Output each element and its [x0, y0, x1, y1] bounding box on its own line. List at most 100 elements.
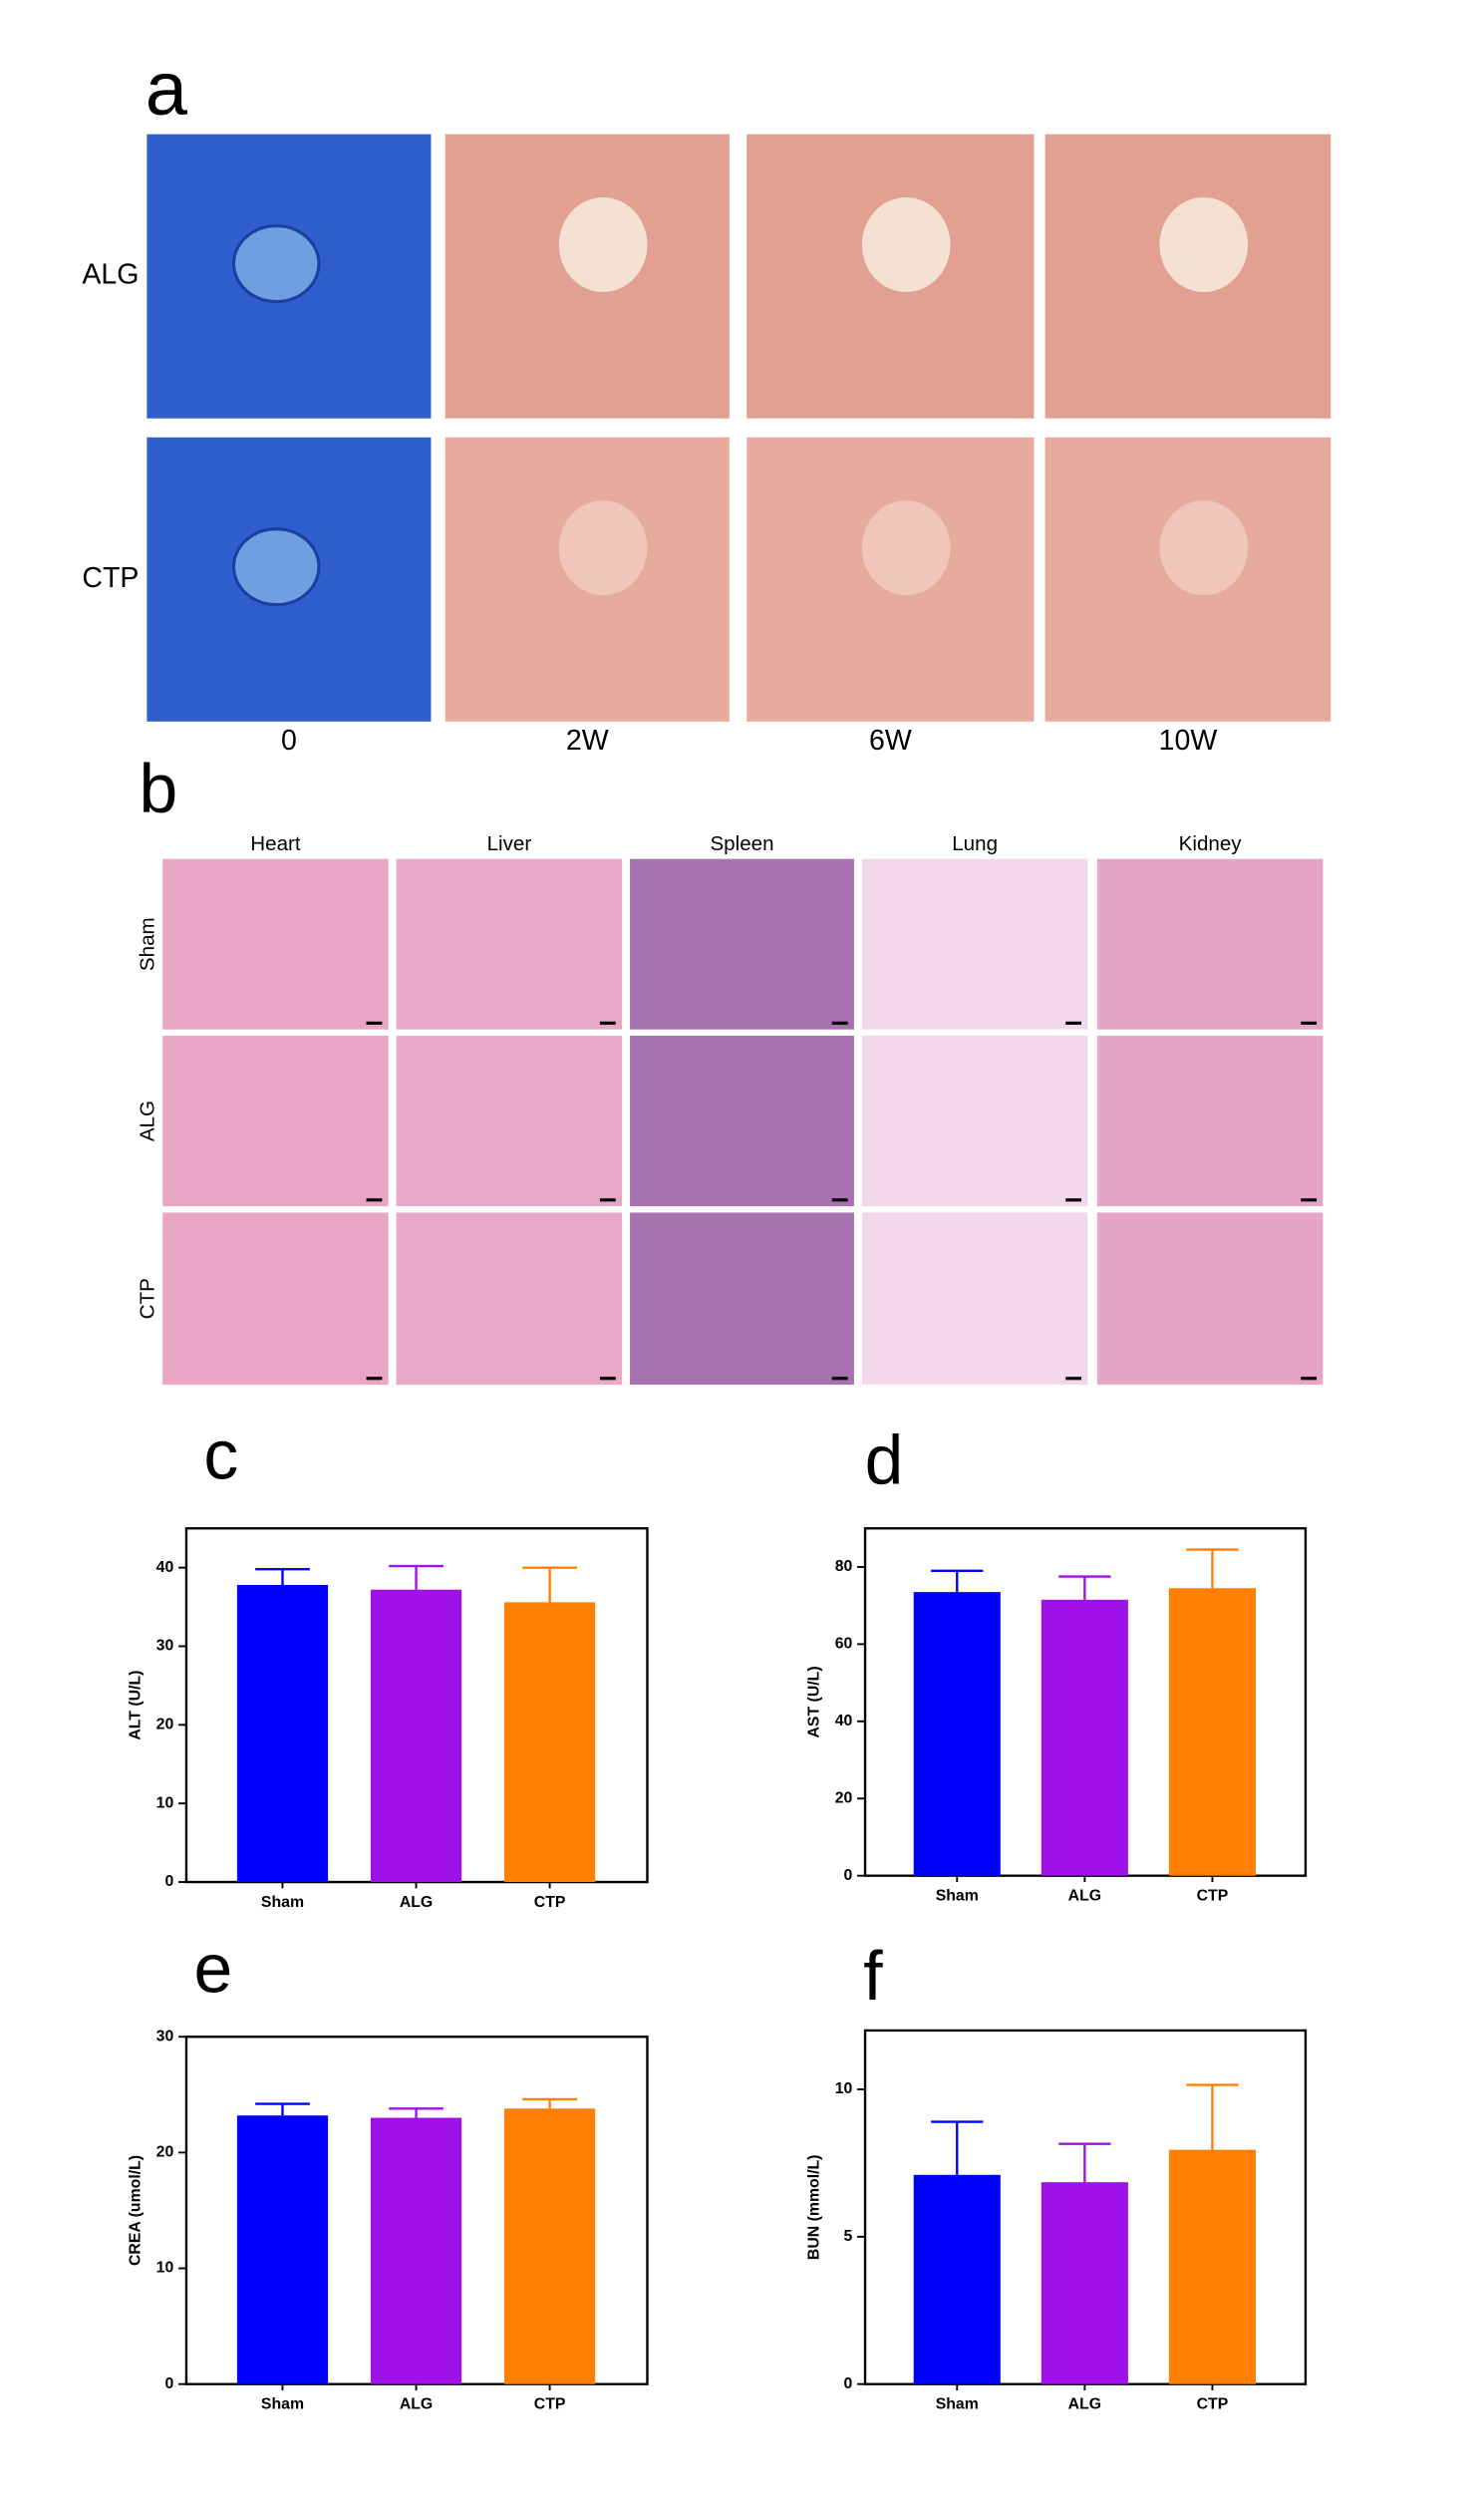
implant	[861, 196, 951, 293]
column-label: 6W	[869, 725, 912, 757]
histology-image	[396, 858, 623, 1030]
panel-letter: a	[146, 47, 188, 132]
y-tick-label: 0	[164, 1873, 173, 1890]
x-tick-label: CTP	[534, 1894, 566, 1911]
y-tick-label: 60	[835, 1636, 853, 1653]
y-tick-label: 0	[844, 1867, 853, 1884]
x-tick-label: Sham	[261, 1894, 304, 1911]
scale-bar	[831, 1377, 848, 1381]
y-tick-label: 20	[835, 1789, 853, 1806]
y-axis-label: CREA (umol/L)	[127, 2155, 144, 2266]
y-axis-label: BUN (mmol/L)	[806, 2155, 823, 2261]
bar	[236, 2115, 329, 2384]
histology-image	[861, 858, 1088, 1030]
bar	[913, 1592, 1001, 1876]
y-tick-label: 20	[156, 1717, 174, 1733]
bar	[1040, 2182, 1128, 2384]
histology-image	[1096, 1212, 1324, 1386]
implant	[1159, 196, 1249, 293]
column-label: Heart	[250, 832, 301, 855]
column-label: Spleen	[710, 832, 773, 855]
scale-bar	[1301, 1198, 1318, 1202]
x-tick-label: CTP	[1197, 1887, 1229, 1904]
y-tick-label: 10	[156, 2260, 174, 2277]
bar	[913, 2174, 1001, 2384]
x-tick-label: ALG	[1068, 1887, 1101, 1904]
scale-bar	[366, 1198, 383, 1202]
histology-image	[396, 1212, 623, 1386]
row-label: CTP	[136, 1278, 158, 1319]
bar	[1168, 1588, 1257, 1876]
panel-letter: c	[203, 1416, 238, 1494]
scale-bar	[1301, 1377, 1318, 1381]
histology-image	[162, 1036, 389, 1207]
bar	[236, 1584, 329, 1883]
histology-image	[1096, 858, 1324, 1030]
column-label: 10W	[1159, 725, 1218, 757]
implant	[1159, 500, 1249, 596]
y-tick-label: 10	[156, 1794, 174, 1811]
histology-image	[162, 1212, 389, 1386]
histology-image	[630, 1036, 854, 1207]
x-tick-label: Sham	[936, 2395, 979, 2412]
scale-bar	[599, 1021, 616, 1025]
histology-image	[162, 858, 389, 1030]
scale-bar	[366, 1377, 383, 1381]
histology-image	[861, 1212, 1088, 1386]
bar	[504, 2108, 596, 2384]
histology-image	[396, 1036, 623, 1207]
bar	[370, 2117, 462, 2384]
bar	[504, 1602, 596, 1883]
y-tick-label: 10	[835, 2080, 853, 2097]
implant	[558, 500, 648, 596]
scale-bar	[1065, 1377, 1082, 1381]
column-label: Kidney	[1179, 832, 1243, 855]
implant	[861, 500, 951, 596]
column-label: 2W	[566, 725, 609, 757]
y-axis-label: AST (U/L)	[806, 1666, 823, 1737]
y-tick-label: 0	[164, 2375, 173, 2392]
scale-bar	[1065, 1021, 1082, 1025]
scale-bar	[599, 1377, 616, 1381]
droplet	[231, 527, 321, 607]
x-tick-label: CTP	[534, 2395, 566, 2412]
histology-image	[1096, 1036, 1324, 1207]
scale-bar	[599, 1198, 616, 1202]
droplet	[231, 223, 321, 304]
y-axis-label: ALT (U/L)	[127, 1671, 144, 1740]
row-label: ALG	[82, 259, 139, 291]
bar	[370, 1589, 462, 1883]
y-tick-label: 30	[156, 2028, 174, 2044]
column-label: 0	[281, 725, 297, 757]
y-tick-label: 0	[844, 2375, 853, 2392]
panel-letter: b	[139, 750, 177, 827]
x-tick-label: ALG	[400, 1894, 433, 1911]
panel-letter: f	[863, 1937, 883, 2015]
scale-bar	[831, 1198, 848, 1202]
panel-letter: e	[194, 1929, 233, 2007]
histology-image	[861, 1036, 1088, 1207]
x-tick-label: ALG	[400, 2395, 433, 2412]
scale-bar	[831, 1021, 848, 1025]
y-tick-label: 40	[156, 1559, 174, 1576]
histology-image	[630, 858, 854, 1030]
x-tick-label: Sham	[261, 2395, 304, 2412]
bar	[1040, 1599, 1128, 1876]
column-label: Lung	[952, 832, 998, 855]
row-label: ALG	[136, 1100, 158, 1141]
y-tick-label: 80	[835, 1558, 853, 1575]
y-tick-label: 20	[156, 2144, 174, 2161]
x-tick-label: CTP	[1197, 2395, 1229, 2412]
bar	[1168, 2149, 1257, 2384]
row-label: CTP	[82, 562, 139, 594]
scale-bar	[366, 1021, 383, 1025]
row-label: Sham	[136, 917, 158, 971]
scale-bar	[1301, 1021, 1318, 1025]
x-tick-label: ALG	[1068, 2395, 1101, 2412]
x-tick-label: Sham	[936, 1887, 979, 1904]
y-tick-label: 40	[835, 1713, 853, 1729]
y-tick-label: 5	[844, 2228, 853, 2245]
histology-image	[630, 1212, 854, 1386]
implant	[558, 196, 648, 293]
